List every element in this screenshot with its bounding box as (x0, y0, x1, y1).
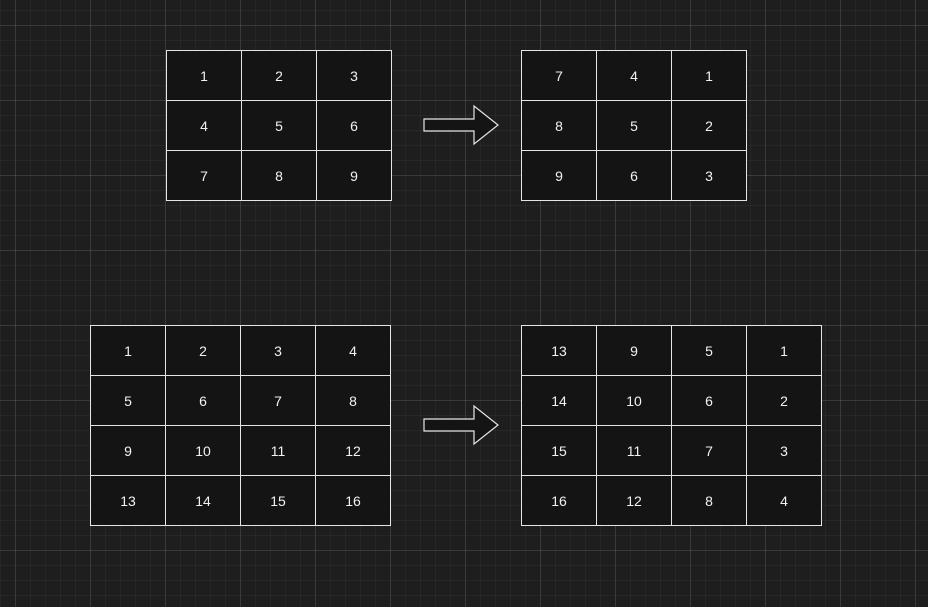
matrix-cell: 9 (317, 151, 392, 201)
matrix-cell: 1 (167, 51, 242, 101)
matrix-cell: 12 (316, 426, 391, 476)
matrix-cell: 2 (747, 376, 822, 426)
matrix-cell: 7 (241, 376, 316, 426)
matrix-cell: 9 (91, 426, 166, 476)
matrix-cell: 1 (672, 51, 747, 101)
matrix-cell: 8 (672, 476, 747, 526)
right-arrow-icon (423, 104, 499, 146)
matrix-cell: 5 (597, 101, 672, 151)
matrix-cell: 9 (597, 326, 672, 376)
matrix-cell: 3 (747, 426, 822, 476)
matrix-cell: 10 (597, 376, 672, 426)
matrix-4x4-original: 1 2 3 4 5 6 7 8 9 10 11 12 13 14 15 16 (90, 325, 391, 526)
matrix-cell: 2 (672, 101, 747, 151)
matrix-cell: 14 (166, 476, 241, 526)
matrix-cell: 4 (316, 326, 391, 376)
matrix-cell: 6 (672, 376, 747, 426)
matrix-cell: 3 (241, 326, 316, 376)
matrix-cell: 6 (166, 376, 241, 426)
right-arrow-icon (423, 404, 499, 446)
matrix-cell: 3 (672, 151, 747, 201)
matrix-cell: 7 (167, 151, 242, 201)
matrix-cell: 14 (522, 376, 597, 426)
matrix-cell: 1 (747, 326, 822, 376)
matrix-cell: 4 (747, 476, 822, 526)
matrix-cell: 15 (522, 426, 597, 476)
matrix-cell: 4 (167, 101, 242, 151)
matrix-cell: 5 (242, 101, 317, 151)
matrix-cell: 11 (597, 426, 672, 476)
matrix-cell: 10 (166, 426, 241, 476)
matrix-cell: 13 (91, 476, 166, 526)
matrix-cell: 1 (91, 326, 166, 376)
matrix-cell: 2 (166, 326, 241, 376)
matrix-cell: 3 (317, 51, 392, 101)
matrix-cell: 8 (316, 376, 391, 426)
matrix-cell: 6 (597, 151, 672, 201)
matrix-4x4-rotated: 13 9 5 1 14 10 6 2 15 11 7 3 16 12 8 4 (521, 325, 822, 526)
matrix-cell: 4 (597, 51, 672, 101)
matrix-cell: 8 (522, 101, 597, 151)
matrix-cell: 2 (242, 51, 317, 101)
matrix-cell: 7 (672, 426, 747, 476)
matrix-cell: 12 (597, 476, 672, 526)
matrix-cell: 16 (522, 476, 597, 526)
matrix-cell: 9 (522, 151, 597, 201)
matrix-cell: 13 (522, 326, 597, 376)
matrix-cell: 11 (241, 426, 316, 476)
matrix-cell: 8 (242, 151, 317, 201)
matrix-cell: 15 (241, 476, 316, 526)
matrix-cell: 6 (317, 101, 392, 151)
matrix-cell: 7 (522, 51, 597, 101)
matrix-cell: 16 (316, 476, 391, 526)
matrix-cell: 5 (672, 326, 747, 376)
matrix-cell: 5 (91, 376, 166, 426)
